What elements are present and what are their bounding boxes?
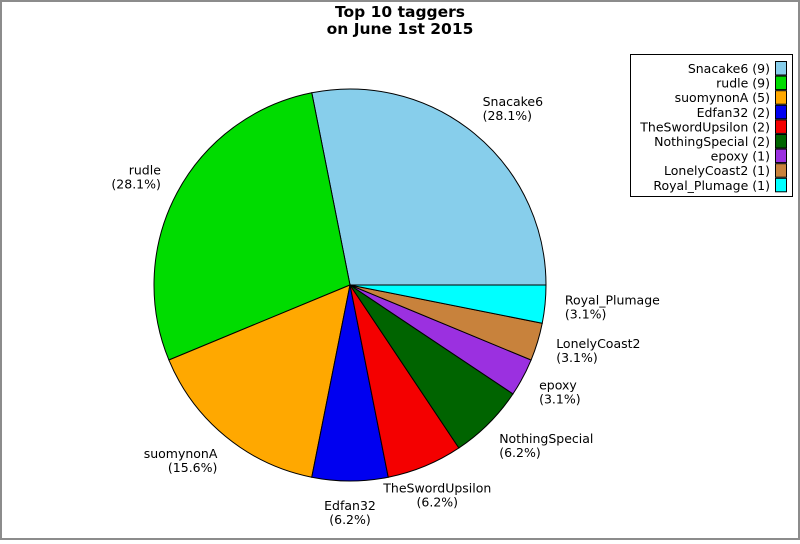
pie-slice-rudle xyxy=(153,92,351,361)
legend-swatch-Royal_Plumage xyxy=(775,177,787,193)
legend-label-LonelyCoast2: LonelyCoast2 (1) xyxy=(664,163,770,178)
legend-swatch-Snacake6 xyxy=(775,61,787,76)
legend-label-rudle: rudle (9) xyxy=(716,76,770,91)
chart-title-line2: on June 1st 2015 xyxy=(327,20,474,38)
slice-label-name: Edfan32 xyxy=(324,498,376,513)
legend-swatch-suomynonA xyxy=(775,90,787,105)
legend-label-suomynonA: suomynonA (5) xyxy=(675,90,770,105)
legend-box xyxy=(630,54,793,197)
legend-swatch-LonelyCoast2 xyxy=(775,163,787,178)
legend-swatch-rudle xyxy=(775,75,787,91)
slice-label-percent: (15.6%) xyxy=(168,460,217,475)
slice-label-percent: (3.1%) xyxy=(556,350,598,365)
chart-title-line1: Top 10 taggers xyxy=(335,3,465,21)
slice-label-name: LonelyCoast2 xyxy=(556,336,640,351)
slice-label-percent: (28.1%) xyxy=(111,177,160,192)
slice-label-percent: (6.2%) xyxy=(329,512,371,527)
legend-label-Edfan32: Edfan32 (2) xyxy=(697,105,770,120)
legend-label-Snacake6: Snacake6 (9) xyxy=(688,61,770,76)
slice-label-percent: (6.2%) xyxy=(417,495,459,510)
slice-label-LonelyCoast2: LonelyCoast2 (3.1%) xyxy=(556,336,640,365)
slice-label-TheSwordUpsilon: TheSwordUpsilon (6.2%) xyxy=(382,481,491,510)
slice-label-percent: (28.1%) xyxy=(483,108,532,123)
slice-label-name: Royal_Plumage xyxy=(565,292,660,307)
pie-slice-Royal_Plumage xyxy=(349,284,547,324)
slice-label-epoxy: epoxy (3.1%) xyxy=(539,378,581,407)
pie-slice-labels: Snacake6 (28.1%)rudle (28.1%)suomynonA (15.… xyxy=(111,94,660,527)
slice-label-percent: (3.1%) xyxy=(539,392,581,407)
legend-swatch-NothingSpecial xyxy=(775,134,787,149)
slice-label-Edfan32: Edfan32 (6.2%) xyxy=(324,498,376,527)
slice-label-rudle: rudle (28.1%) xyxy=(111,163,161,192)
legend-label-epoxy: epoxy (1) xyxy=(711,149,770,164)
slice-label-name: epoxy xyxy=(539,378,577,393)
pie-slice-suomynonA xyxy=(168,284,351,478)
pie-slices xyxy=(153,88,547,482)
slice-label-name: rudle xyxy=(129,163,161,178)
legend-label-Royal_Plumage: Royal_Plumage (1) xyxy=(653,178,770,193)
legend-swatch-epoxy xyxy=(775,148,787,164)
legend-swatch-Edfan32 xyxy=(775,104,787,120)
legend-label-TheSwordUpsilon: TheSwordUpsilon (2) xyxy=(639,119,770,134)
slice-label-suomynonA: suomynonA (15.6%) xyxy=(144,446,218,475)
slice-label-percent: (3.1%) xyxy=(565,306,607,321)
slice-label-name: NothingSpecial xyxy=(499,431,593,446)
slice-label-Snacake6: Snacake6 (28.1%) xyxy=(483,94,544,123)
slice-label-percent: (6.2%) xyxy=(499,445,541,460)
legend: Snacake6 (9)rudle (9)suomynonA (5)Edfan3… xyxy=(630,54,793,197)
pie-slice-Snacake6 xyxy=(311,88,547,286)
slice-label-Royal_Plumage: Royal_Plumage (3.1%) xyxy=(565,292,660,321)
legend-label-NothingSpecial: NothingSpecial (2) xyxy=(654,134,770,149)
slice-label-name: TheSwordUpsilon xyxy=(382,481,491,496)
legend-swatch-TheSwordUpsilon xyxy=(775,119,787,134)
slice-label-name: Snacake6 xyxy=(483,94,544,109)
slice-label-name: suomynonA xyxy=(144,446,218,461)
slice-label-NothingSpecial: NothingSpecial (6.2%) xyxy=(499,431,593,460)
